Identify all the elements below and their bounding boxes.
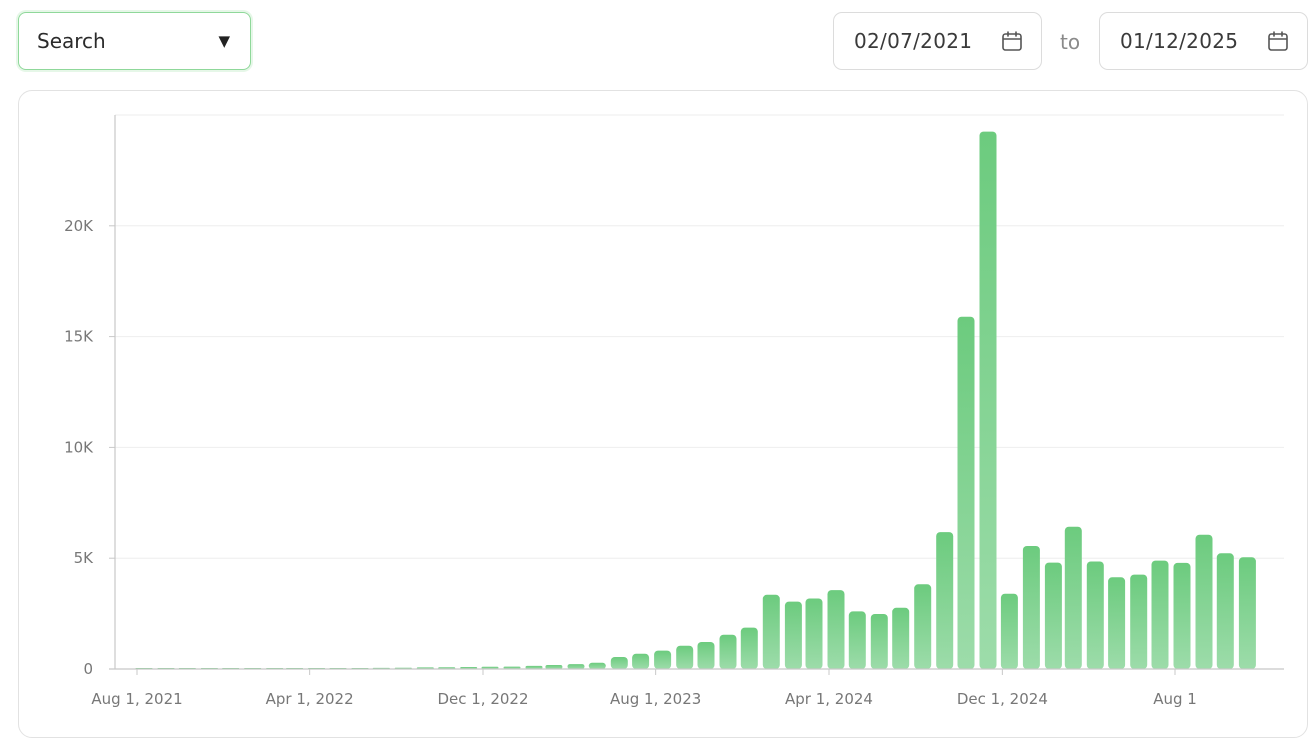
bar-2025-04-01[interactable] (1086, 561, 1104, 670)
bar-2024-12-01[interactable] (1000, 593, 1018, 669)
bar-2023-02-01[interactable] (525, 665, 543, 669)
x-tick-label: Apr 1, 2022 (266, 690, 354, 708)
bar-2024-04-01[interactable] (827, 590, 845, 669)
bar-2025-07-01[interactable] (1151, 560, 1169, 669)
bar-2023-04-01[interactable] (567, 664, 585, 669)
bar-2023-03-01[interactable] (545, 665, 563, 669)
bar-2024-05-01[interactable] (848, 611, 866, 669)
y-tick-label: 5K (74, 549, 95, 567)
bar-2025-08-01[interactable] (1173, 562, 1191, 669)
caret-down-icon: ▼ (218, 32, 230, 50)
bar-2025-03-01[interactable] (1064, 526, 1082, 669)
bar-2024-08-01[interactable] (914, 584, 932, 669)
metric-select-value: Search (37, 29, 106, 53)
x-tick-label: Aug 1, 2023 (610, 690, 701, 708)
bar-chart: 0 5K 10K 15K 20K Aug 1, 2021 Apr 1, 2022 Dec 1,… (64, 114, 1284, 708)
x-tick-label: Apr 1, 2024 (785, 690, 873, 708)
bar-2024-10-01[interactable] (957, 316, 975, 669)
date-to-value: 01/12/2025 (1120, 29, 1239, 53)
x-tick-label: Dec 1, 2024 (957, 690, 1048, 708)
bar-2025-06-01[interactable] (1130, 574, 1148, 669)
date-from-input[interactable]: 02/07/2021 (833, 12, 1042, 70)
bar-2023-06-01[interactable] (610, 657, 628, 669)
date-range-separator: to (1060, 30, 1081, 54)
x-tick-label: Dec 1, 2022 (437, 690, 528, 708)
bar-2024-01-01[interactable] (762, 594, 780, 669)
x-tick-label: Aug 1 (1153, 690, 1197, 708)
calendar-icon[interactable] (1001, 30, 1023, 52)
calendar-icon[interactable] (1267, 30, 1289, 52)
x-tick-label: Aug 1, 2021 (91, 690, 182, 708)
bar-2025-11-01[interactable] (1238, 557, 1256, 669)
bar-2023-11-01[interactable] (719, 634, 737, 669)
date-from-value: 02/07/2021 (854, 29, 973, 53)
bar-2024-07-01[interactable] (892, 607, 910, 669)
chart-card: 0 5K 10K 15K 20K Aug 1, 2021 Apr 1, 2022 Dec 1,… (18, 90, 1308, 738)
y-tick-label: 0 (83, 660, 93, 678)
bar-2023-07-01[interactable] (632, 653, 650, 669)
y-tick-label: 15K (64, 328, 94, 346)
bar-2023-12-01[interactable] (740, 627, 758, 669)
bar-2025-09-01[interactable] (1195, 534, 1213, 669)
bar-2024-02-01[interactable] (784, 601, 802, 669)
y-tick-label: 10K (64, 438, 94, 456)
bar-2025-05-01[interactable] (1108, 577, 1126, 669)
metric-select[interactable]: Search ▼ (18, 12, 251, 70)
bar-2023-08-01[interactable] (654, 650, 672, 669)
bar-2024-06-01[interactable] (870, 614, 888, 669)
bar-2023-05-01[interactable] (588, 662, 606, 669)
bar-2024-11-01[interactable] (979, 131, 997, 670)
y-tick-label: 20K (64, 217, 94, 235)
bar-2024-03-01[interactable] (805, 598, 823, 670)
bar-2024-09-01[interactable] (936, 532, 954, 669)
bar-2023-09-01[interactable] (676, 645, 694, 669)
bar-2025-10-01[interactable] (1216, 553, 1234, 669)
bar-2025-01-01[interactable] (1022, 546, 1040, 669)
bar-2023-10-01[interactable] (697, 642, 715, 669)
date-to-input[interactable]: 01/12/2025 (1099, 12, 1308, 70)
bar-2025-02-01[interactable] (1044, 562, 1062, 669)
